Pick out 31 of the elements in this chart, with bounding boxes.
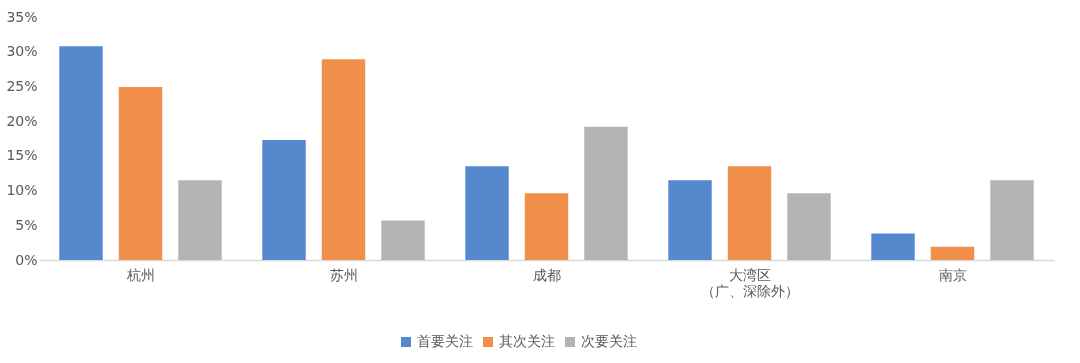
bar [930, 246, 975, 260]
y-tick-label: 0% [15, 251, 38, 268]
bar [871, 233, 915, 260]
legend-label: 首要关注 [417, 333, 473, 349]
bar [727, 166, 772, 260]
legend-label: 其次关注 [499, 333, 555, 349]
bar [381, 220, 425, 260]
bar [990, 180, 1034, 260]
x-tick-label: 南京 [938, 266, 967, 283]
bar [118, 87, 163, 260]
legend-label: 次要关注 [581, 333, 637, 349]
y-tick-label: 35% [6, 8, 38, 25]
bar [262, 139, 306, 260]
y-tick-label: 30% [6, 43, 38, 60]
y-tick-label: 5% [15, 216, 38, 233]
bar [321, 59, 366, 260]
bar [524, 193, 569, 260]
y-tick-label: 20% [6, 112, 38, 129]
y-tick-label: 25% [6, 77, 38, 94]
x-tick-label: 杭州 [125, 266, 155, 283]
bar [465, 166, 509, 260]
x-tick-label: 成都 [532, 266, 561, 283]
bar [59, 46, 103, 260]
x-tick-label: 大湾区（广、深除外） [700, 266, 799, 299]
bar [787, 193, 831, 260]
bar [668, 180, 712, 260]
x-tick-label: 苏州 [329, 266, 358, 283]
y-tick-label: 15% [6, 147, 38, 164]
bar [178, 180, 222, 260]
bar [584, 126, 628, 260]
y-tick-label: 10% [6, 182, 38, 199]
